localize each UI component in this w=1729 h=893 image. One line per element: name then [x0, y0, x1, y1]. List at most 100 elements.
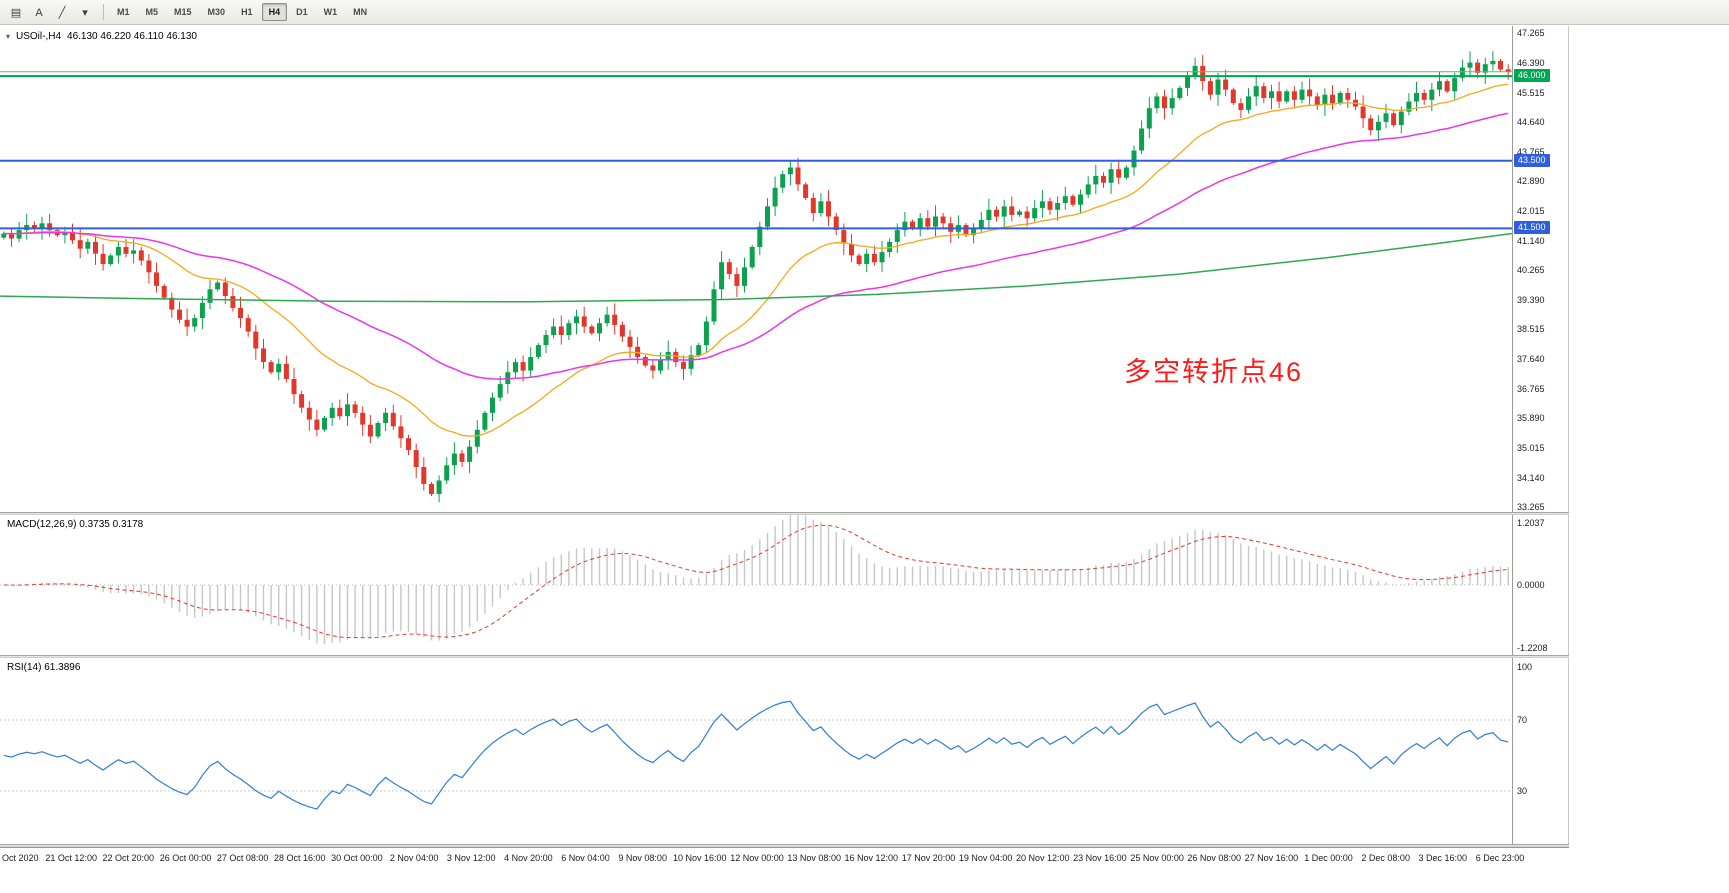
price-axis-label: 45.515	[1517, 87, 1545, 98]
time-axis-label: 9 Nov 08:00	[618, 853, 667, 863]
price-level-badge: 43.500	[1514, 153, 1550, 167]
price-axis-label: 39.390	[1517, 294, 1545, 305]
text-tool-button[interactable]: A	[35, 6, 43, 19]
price-axis-label: 44.640	[1517, 117, 1545, 128]
time-axis-label: 27 Oct 08:00	[216, 853, 269, 863]
timeframe-m1-button[interactable]: M1	[117, 7, 130, 17]
rsi-axis-label: 70	[1517, 715, 1528, 725]
time-axis-label: 3 Nov 12:00	[446, 853, 496, 863]
timeframe-h4-button[interactable]: H4	[261, 3, 288, 21]
time-axis-label: 6 Dec 23:00	[1475, 853, 1525, 863]
rsi-line	[3, 700, 1509, 810]
timeframe-buttons: M1 M5 M15 M30 H1 H4 D1 W1 MN	[110, 3, 376, 21]
macd-axis-label: 0.0000	[1517, 580, 1545, 590]
price-axis-label: 36.765	[1517, 383, 1545, 394]
timeframe-m5-button[interactable]: M5	[145, 7, 159, 17]
macd-axis[interactable]: 1.2037 0.0000 -1.2208	[1512, 515, 1568, 655]
price-chart-canvas[interactable]	[0, 26, 1512, 512]
macd-label: MACD(12,26,9) 0.3735 0.3178	[7, 519, 144, 530]
time-axis-label: 13 Nov 08:00	[787, 853, 841, 863]
time-axis-label: 6 Nov 04:00	[561, 853, 610, 863]
symbol-timeframe-label: USOil-,H4	[16, 31, 62, 42]
price-axis-label: 35.890	[1517, 413, 1545, 424]
time-axis-label: 12 Nov 00:00	[730, 853, 784, 863]
macd-axis-label: 1.2037	[1517, 517, 1545, 528]
ma-fast-line	[3, 83, 1509, 437]
time-axis-label: 19 Nov 04:00	[958, 853, 1013, 863]
dropdown-caret-icon[interactable]: ▾	[82, 6, 88, 19]
rsi-panel[interactable]: RSI(14) 61.3896	[0, 658, 1512, 844]
panel-separator[interactable]	[0, 844, 1569, 847]
timeframe-mn-button[interactable]: MN	[353, 7, 368, 17]
time-axis-label: 17 Nov 20:00	[901, 853, 956, 863]
symbol-info: ▾ USOil-,H4 46.130 46.220 46.110 46.130	[6, 31, 197, 42]
time-axis-label: 27 Nov 16:00	[1244, 853, 1299, 863]
price-level-badge: 46.000	[1514, 69, 1550, 83]
ma-slow-line	[0, 232, 1512, 303]
price-chart-panel[interactable]: ▾ USOil-,H4 46.130 46.220 46.110 46.130 …	[0, 26, 1512, 512]
rsi-levels	[0, 719, 1512, 792]
time-axis-label: 26 Oct 00:00	[159, 853, 212, 863]
chart-grid-icon[interactable]: ▤	[10, 6, 22, 19]
price-axis-label: 34.140	[1517, 472, 1545, 483]
time-axis-label: 30 Oct 00:00	[331, 853, 383, 863]
rsi-label: RSI(14) 61.3896	[7, 662, 81, 673]
rsi-canvas	[0, 700, 1512, 810]
time-axis-label: 10 Nov 16:00	[673, 853, 727, 863]
time-axis-label: 4 Nov 20:00	[504, 853, 553, 863]
toolbar: ▤ A ╱ ▾ M1 M5 M15 M30 H1 H4 D1 W1 MN	[0, 0, 1729, 25]
price-axis-label: 35.015	[1517, 442, 1545, 453]
timeframe-w1-button[interactable]: W1	[323, 7, 338, 17]
time-axis-label: 2 Dec 08:00	[1361, 853, 1410, 863]
price-axis-label: 43.765	[1517, 146, 1545, 157]
candlesticks	[1, 51, 1511, 503]
timeframe-d1-button[interactable]: D1	[296, 7, 308, 17]
price-axis-label: 33.265	[1517, 502, 1545, 513]
time-axis-label: 28 Oct 16:00	[274, 853, 326, 863]
timeframe-m30-button[interactable]: M30	[207, 7, 226, 17]
rsi-axis[interactable]: 100 70 30	[1512, 658, 1568, 844]
price-axis[interactable]: 47.265 46.390 45.515 44.640 43.765 42.890 42.0…	[1512, 26, 1568, 512]
time-axis-label: 1 Dec 00:00	[1304, 853, 1353, 863]
macd-axis-label: -1.2208	[1517, 643, 1548, 654]
trendline-tool-icon[interactable]: ╱	[58, 6, 66, 19]
macd-panel[interactable]: MACD(12,26,9) 0.3735 0.3178	[0, 515, 1512, 655]
time-axis-label: 2 Nov 04:00	[389, 853, 439, 863]
chart-menu-caret-icon[interactable]: ▾	[6, 32, 11, 41]
time-axis[interactable]: 20 Oct 2020 21 Oct 12:00 22 Oct 20:00 26 Oc…	[0, 847, 1569, 869]
timeframe-m15-button[interactable]: M15	[174, 7, 192, 17]
price-level-badge: 41.500	[1514, 221, 1550, 235]
toolbar-separator	[103, 4, 104, 20]
time-axis-label: 20 Nov 12:00	[1016, 853, 1070, 863]
rsi-axis-label: 100	[1517, 661, 1533, 672]
macd-signal-line	[3, 524, 1509, 639]
time-axis-label: 16 Nov 12:00	[844, 853, 899, 863]
timeframe-h1-button[interactable]: H1	[241, 7, 253, 17]
time-axis-label: 3 Dec 16:00	[1418, 853, 1468, 863]
time-axis-label: 23 Nov 16:00	[1073, 853, 1127, 863]
price-axis-label: 46.390	[1517, 57, 1545, 68]
price-axis-label: 41.140	[1517, 235, 1545, 246]
price-axis-label: 42.015	[1517, 206, 1545, 216]
time-axis-label: 21 Oct 12:00	[45, 853, 97, 863]
price-axis-label: 40.265	[1517, 265, 1545, 276]
time-axis-label: 20 Oct 2020	[0, 853, 39, 863]
price-axis-label: 38.515	[1517, 324, 1545, 335]
horizontal-level-lines[interactable]	[0, 75, 1512, 230]
macd-canvas	[0, 515, 1512, 645]
macd-histogram	[10, 515, 1509, 645]
price-axis-label: 42.890	[1517, 176, 1545, 187]
rsi-axis-label: 30	[1517, 785, 1528, 796]
panel-separator[interactable]	[0, 655, 1569, 658]
time-axis-label: 25 Nov 00:00	[1130, 853, 1184, 863]
time-axis-label: 22 Oct 20:00	[102, 853, 155, 863]
time-axis-label: 26 Nov 08:00	[1187, 853, 1241, 863]
price-axis-label: 47.265	[1517, 28, 1545, 39]
chart-window: ▾ USOil-,H4 46.130 46.220 46.110 46.130 …	[0, 26, 1569, 869]
panel-separator[interactable]	[0, 512, 1569, 515]
ohlc-values: 46.130 46.220 46.110 46.130	[67, 31, 197, 42]
ma-mid-line	[3, 112, 1509, 380]
toolbar-tools: ▤ A ╱ ▾	[5, 3, 97, 22]
chart-annotation-text[interactable]: 多空转折点46	[1124, 357, 1304, 387]
price-axis-label: 37.640	[1517, 354, 1545, 364]
